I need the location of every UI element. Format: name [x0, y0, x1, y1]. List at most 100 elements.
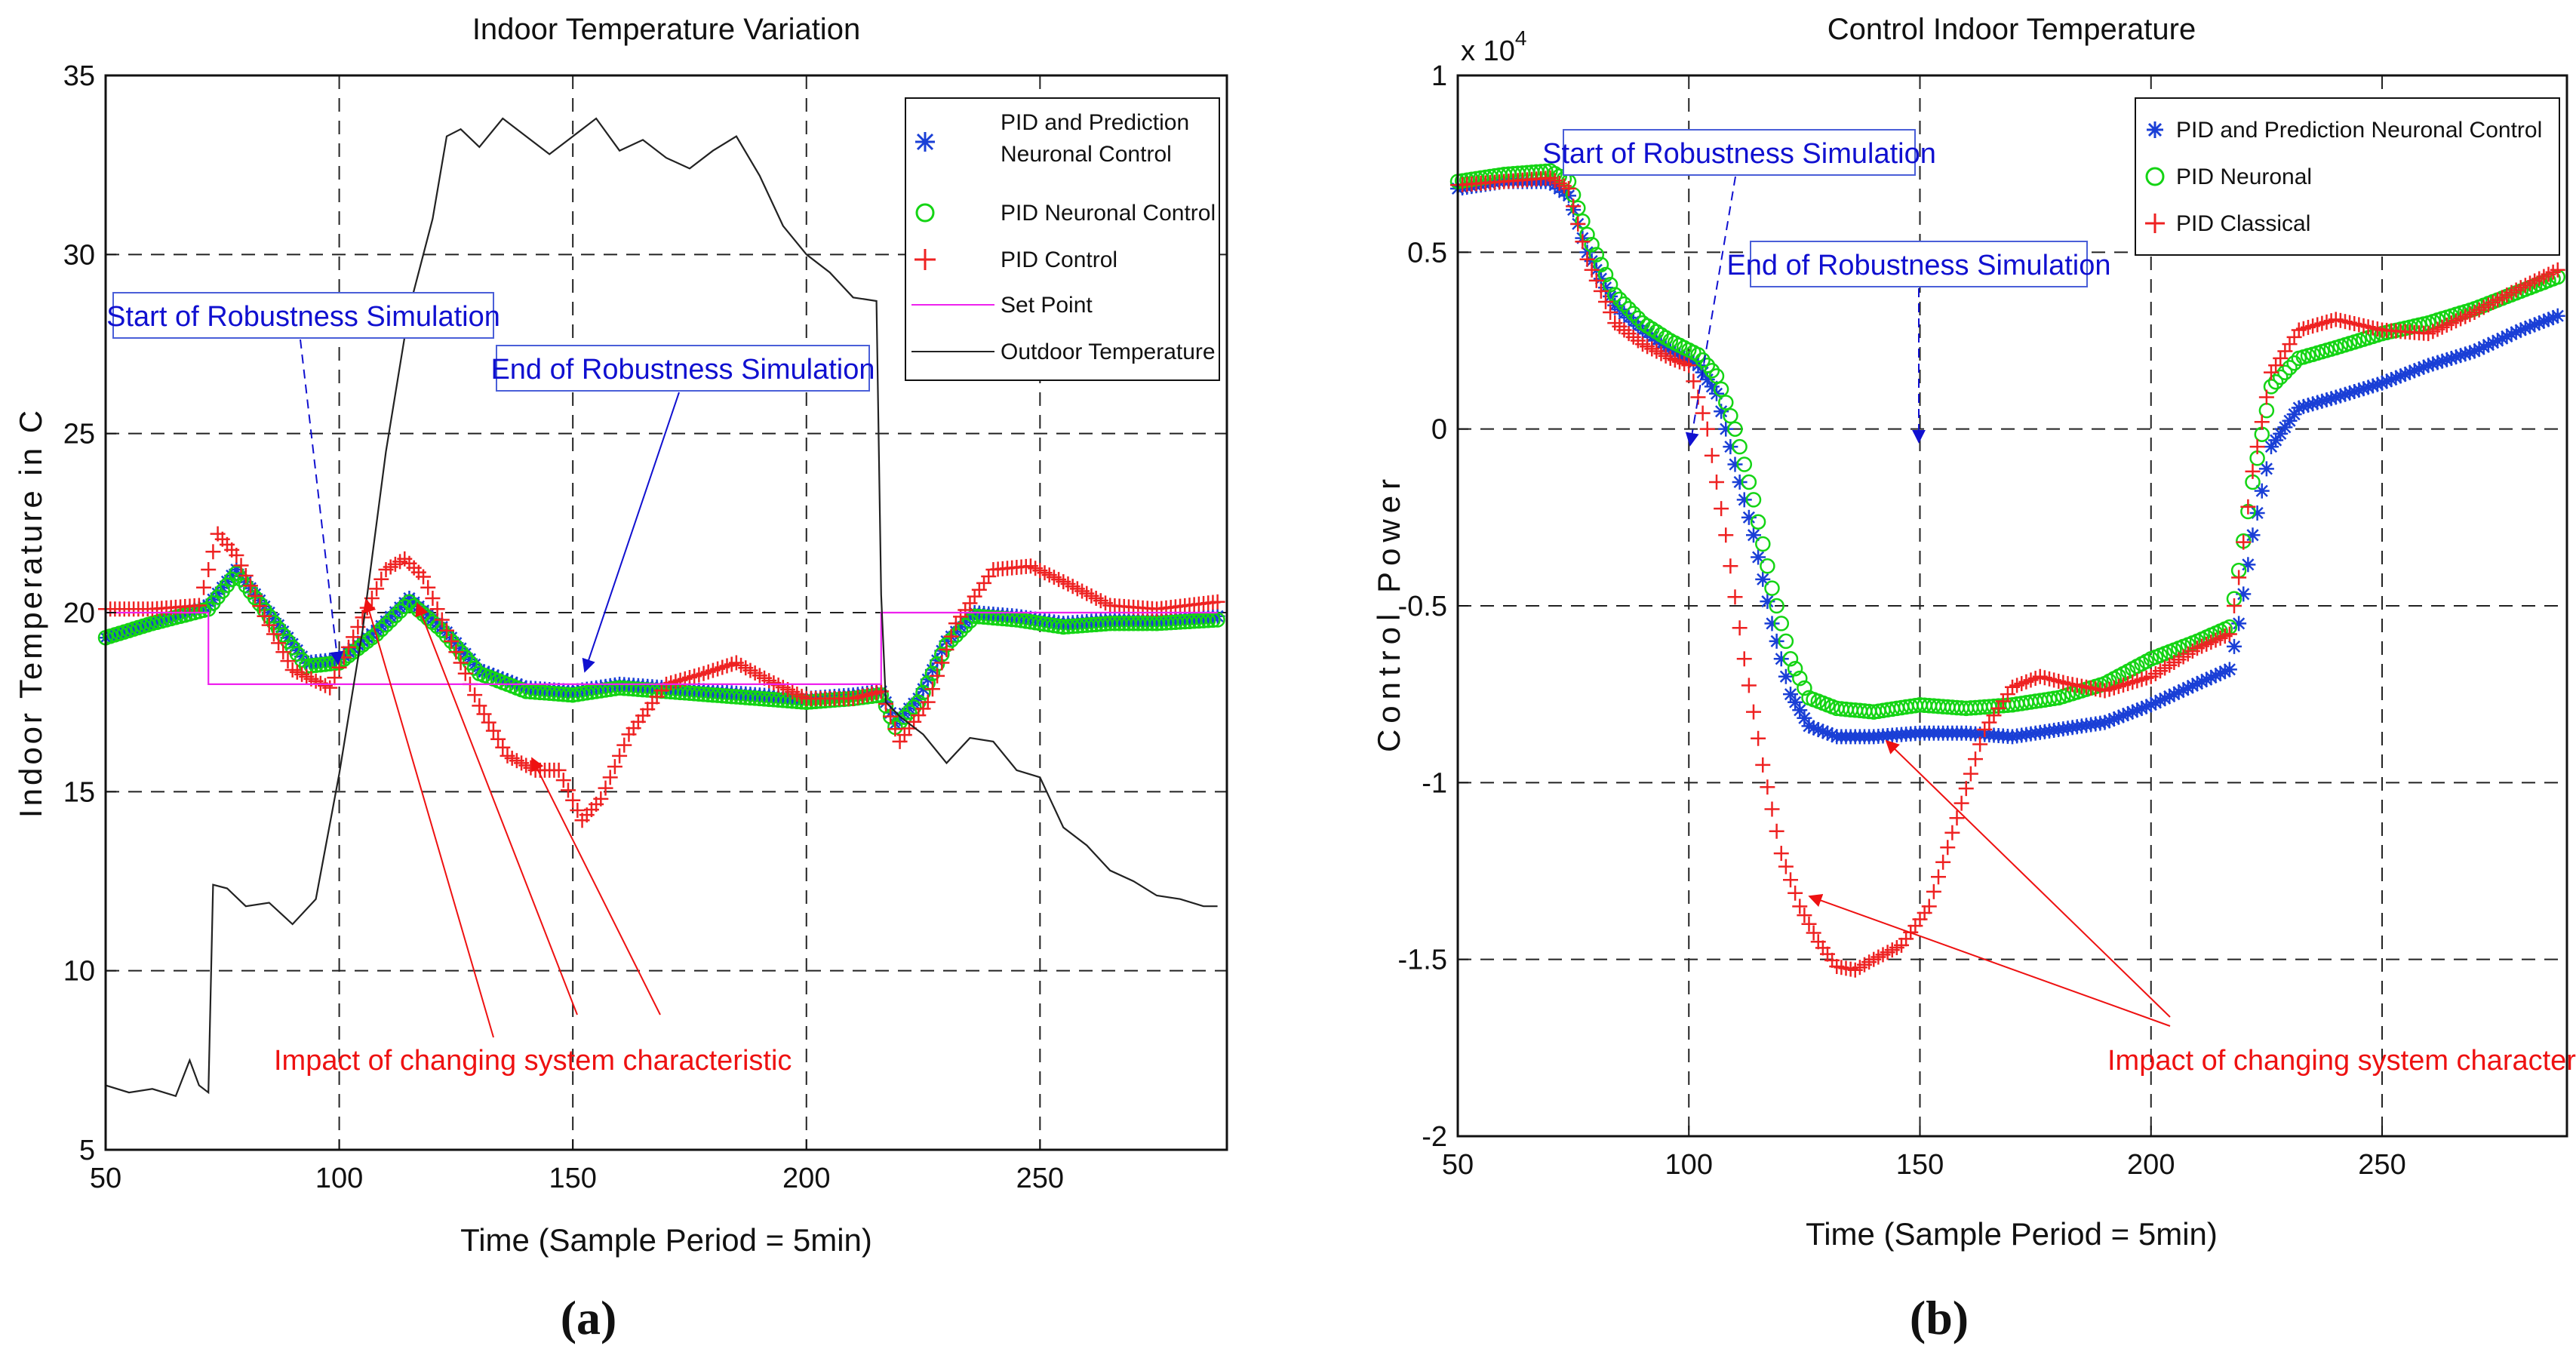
a-series-2-point-28	[229, 548, 244, 564]
b-series-0-point-73	[1788, 694, 1803, 710]
b-series-0-point-72	[1783, 687, 1798, 702]
a-series-1-point-57	[364, 629, 380, 646]
a-series-2-point-76	[453, 655, 469, 671]
b-series-2-point-63	[1741, 678, 1757, 693]
chart-a-panel-label: (a)	[561, 1291, 617, 1344]
a-series-1-point-70	[425, 614, 441, 631]
chart-a-legend: PID and Prediction Neuronal Control PID …	[905, 97, 1220, 381]
b-series-1-point-36	[1616, 296, 1632, 312]
b-series-2-point-168	[2227, 598, 2242, 613]
a-series-1-point-236	[1200, 612, 1216, 628]
a-series-2-point-35	[261, 617, 277, 633]
a-series-1-point-65	[401, 594, 417, 610]
chart-b-annotation-start: Start of Robustness Simulation	[1542, 129, 1936, 447]
b-series-1-point-35	[1612, 291, 1628, 308]
chart-b-exponent-base: x 10	[1461, 35, 1515, 67]
a-series-2-point-101	[570, 803, 586, 819]
b-series-0-point-175	[2258, 461, 2274, 477]
b-series-1-point-32	[1597, 266, 1614, 283]
chart-b-annotation-end: End of Robustness Simulation	[1726, 241, 2111, 444]
b-series-2-point-76	[1801, 916, 1817, 932]
a-series-2-point-31	[242, 578, 258, 594]
a-series-2-point-177	[924, 681, 940, 697]
b-ytick-4: 0	[1431, 414, 1447, 446]
legend-marker-a-2	[915, 249, 936, 270]
chart-b-legend-box	[2135, 97, 2560, 256]
b-series-2-point-108	[1949, 810, 1965, 826]
a-series-1-point-61	[383, 612, 398, 628]
a-series-2-point-23	[205, 544, 221, 560]
chart-b-annotation-impact: Impact of changing system characteristic	[1808, 739, 2576, 1077]
b-series-2-point-56	[1709, 474, 1724, 490]
b-series-0-point-174	[2254, 483, 2270, 499]
annotation-box-a-end	[496, 345, 870, 392]
b-series-2-point-110	[1958, 781, 1974, 797]
b-series-1-point-31	[1593, 257, 1609, 272]
b-series-2-point-167	[2221, 626, 2237, 642]
b-series-1-point-69	[1769, 598, 1784, 614]
b-series-1-point-26	[1570, 200, 1586, 217]
a-series-2-point-22	[201, 562, 217, 578]
chart-b: 50 100 150 200 250 -2 -1.5 -1 -0.5 0 0.5 1 Control …	[1371, 13, 2576, 1344]
a-series-2-point-29	[233, 558, 249, 573]
a-series-2-point-74	[444, 633, 460, 649]
a-series-2-point-34	[257, 608, 272, 624]
legend-marker-a-0	[915, 132, 935, 152]
a-series-2-point-166	[873, 684, 889, 699]
b-series-2-point-238	[2550, 262, 2565, 278]
b-series-1-point-58	[1718, 395, 1734, 410]
b-series-0-point-178	[2273, 426, 2289, 441]
legend-label-a-4: Outdoor Temperature	[1001, 340, 1216, 364]
legend-marker-b-1	[2145, 167, 2165, 186]
b-series-0-point-169	[2231, 616, 2247, 631]
chart-b-panel-label: (b)	[1910, 1291, 1969, 1344]
b-series-2-point-174	[2254, 414, 2270, 430]
a-ytick-6: 35	[63, 60, 95, 92]
a-series-2-point-83	[485, 723, 501, 739]
a-series-1-point-175	[915, 684, 931, 701]
a-series-2-point-80	[472, 698, 487, 714]
b-series-1-point-52	[1690, 346, 1706, 363]
chart-b-ticks: 50 100 150 200 250 -2 -1.5 -1 -0.5 0 0.5 1	[1398, 60, 2406, 1181]
b-xtick-200: 200	[2127, 1149, 2175, 1181]
a-series-2-point-107	[598, 780, 613, 796]
legend-label-b-1: PID Neuronal	[2176, 164, 2312, 189]
annotation-box-a-start	[112, 292, 494, 339]
a-series-1-point-63	[392, 603, 408, 619]
a-series-2-point-179	[934, 655, 950, 671]
a-ytick-2: 15	[63, 776, 95, 808]
b-series-2-point-57	[1714, 501, 1729, 517]
a-series-2-point-99	[560, 782, 576, 798]
b-series-0-point-75	[1797, 710, 1812, 726]
a-series-2-point-73	[438, 622, 454, 638]
a-series-2-point-85	[495, 739, 511, 755]
b-series-1-point-29	[1584, 236, 1600, 253]
a-series-2-point-53	[346, 629, 361, 645]
b-series-1-point-70	[1773, 616, 1790, 631]
b-series-2-point-170	[2236, 534, 2252, 550]
chart-b-title: Control Indoor Temperature	[1827, 13, 2196, 46]
a-series-2-point-79	[467, 687, 483, 703]
b-series-1-point-74	[1792, 670, 1808, 687]
a-ytick-4: 25	[63, 419, 95, 450]
a-series-2-point-68	[416, 569, 432, 585]
b-series-2-point-33	[1603, 305, 1618, 321]
chart-b-series	[1449, 163, 2566, 978]
b-ytick-2: -1	[1422, 767, 1447, 799]
a-series-1-point-58	[368, 626, 385, 642]
b-ytick-3: -0.5	[1398, 591, 1447, 622]
chart-a-annotation-impact: Impact of changing system characteristic	[274, 598, 792, 1077]
b-series-2-point-104	[1931, 869, 1946, 885]
a-series-line-4	[105, 117, 1218, 1098]
b-series-1-point-38	[1625, 306, 1642, 321]
a-ytick-1: 10	[63, 956, 95, 988]
b-series-1-point-63	[1741, 474, 1757, 490]
b-series-2-point-68	[1764, 801, 1780, 817]
annotation-b-start: Start of Robustness Simulation	[1542, 138, 1936, 170]
b-series-1-point-61	[1732, 438, 1748, 455]
b-series-2-point-29	[1584, 262, 1600, 278]
annotation-box-b-end	[1750, 241, 2088, 287]
b-series-1-point-34	[1607, 287, 1623, 303]
a-series-1-point-177	[924, 665, 941, 681]
b-series-2-point-69	[1769, 823, 1784, 839]
